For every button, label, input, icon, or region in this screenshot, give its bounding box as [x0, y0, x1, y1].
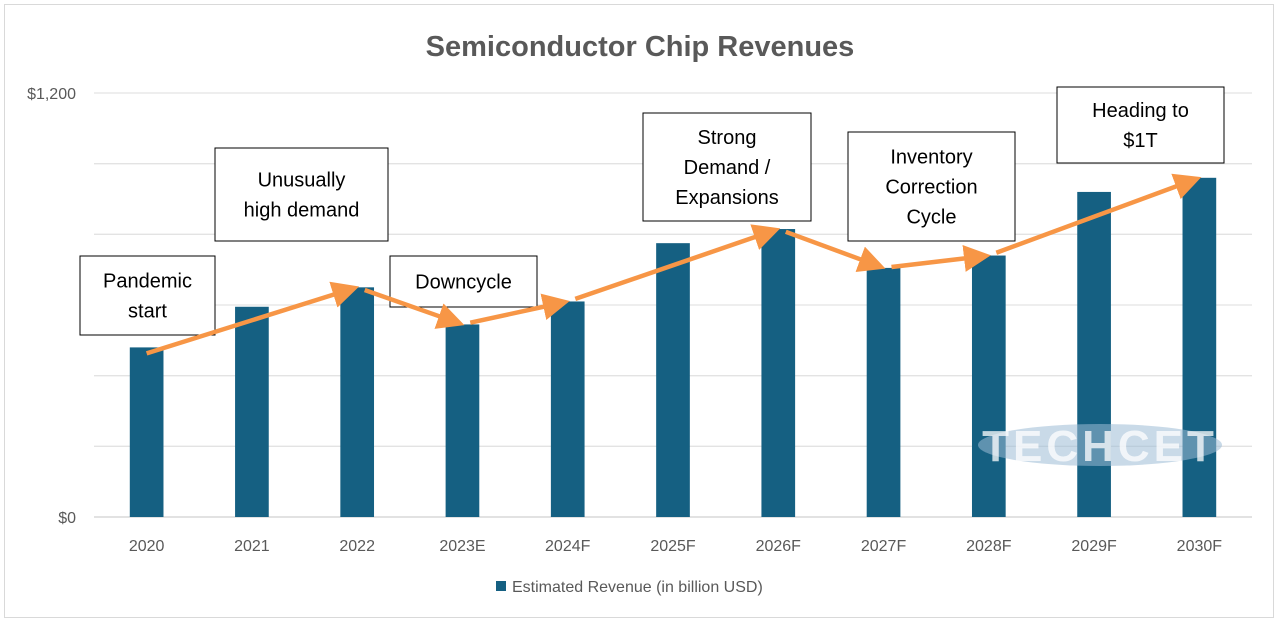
annotation: Pandemic start: [79, 255, 216, 336]
bar: [340, 287, 375, 517]
legend-label: Estimated Revenue (in billion USD): [512, 579, 763, 596]
x-tick-label: 2030F: [1177, 538, 1223, 555]
annotation-text: $1T: [1123, 130, 1157, 152]
trend-arrow: [469, 293, 570, 325]
x-tick-label: 2027F: [861, 538, 907, 555]
chart-title: Semiconductor Chip Revenues: [426, 31, 855, 63]
techcet-watermark: TECHCET: [978, 422, 1222, 471]
x-tick-label: 2025F: [650, 538, 696, 555]
y-tick-label: $0: [58, 510, 76, 527]
trend-arrows: [145, 173, 1202, 356]
bars: [129, 177, 1217, 518]
bar: [866, 267, 901, 517]
annotation-box: [389, 255, 538, 308]
annotation-text: Pandemic: [103, 271, 192, 293]
x-tick-label: 2024F: [545, 538, 591, 555]
annotation-text: Expansions: [675, 187, 778, 209]
annotation-text: Unusually: [258, 170, 346, 192]
legend-swatch: [496, 581, 506, 591]
annotation-box: [1056, 86, 1225, 164]
bar: [550, 301, 585, 517]
x-tick-label: 2022: [339, 538, 375, 555]
trend-arrow: [574, 224, 781, 301]
trend-arrow: [363, 287, 465, 329]
annotation-text: Inventory: [890, 147, 972, 169]
x-tick-label: 2028F: [966, 538, 1012, 555]
annotation-text: Downcycle: [415, 272, 512, 294]
annotation: Heading to $1T: [1056, 86, 1225, 164]
chart-frame: [4, 4, 1274, 618]
watermark-text: TECHCET: [982, 422, 1218, 471]
x-tick-label: 2026F: [756, 538, 802, 555]
bar: [129, 347, 164, 517]
bar: [971, 255, 1006, 518]
annotation: Inventory Correction Cycle: [847, 131, 1016, 242]
annotation: Downcycle: [389, 255, 538, 308]
x-axis-ticks: 2020 2021 2022 2023E 2024F 2025F 2026F 2027F 202…: [129, 538, 1222, 555]
x-tick-label: 2021: [234, 538, 270, 555]
annotation-text: high demand: [244, 200, 360, 222]
annotation-text: Correction: [885, 177, 977, 199]
annotation-text: Demand /: [684, 157, 771, 179]
x-tick-label: 2029F: [1071, 538, 1117, 555]
y-tick-label: $1,200: [27, 86, 76, 103]
legend: Estimated Revenue (in billion USD): [496, 579, 763, 596]
trend-arrow: [145, 281, 360, 356]
annotation-text: Cycle: [906, 207, 956, 229]
annotation-box: [847, 131, 1016, 242]
trend-arrow: [784, 229, 886, 272]
annotation-box: [79, 255, 216, 336]
annotations: Pandemic start Unusually high demand Downcyc…: [79, 86, 1225, 336]
annotation-box: [214, 147, 389, 242]
annotation-text: Heading to: [1092, 100, 1189, 122]
x-tick-label: 2023E: [439, 538, 485, 555]
annotation: Unusually high demand: [214, 147, 389, 242]
x-tick-label: 2020: [129, 538, 165, 555]
bar: [235, 306, 269, 517]
annotation-text: start: [128, 301, 167, 323]
bar: [761, 229, 796, 518]
trend-arrow: [995, 173, 1202, 255]
bar: [445, 324, 480, 517]
annotation: Strong Demand / Expansions: [642, 112, 812, 222]
watermark-ellipse: [978, 424, 1222, 466]
y-axis-ticks: $0 $1,200: [27, 86, 76, 527]
trend-arrow: [891, 245, 991, 272]
annotation-text: Strong: [698, 127, 757, 149]
bar: [1182, 177, 1217, 518]
annotation-box: [642, 112, 812, 222]
bar: [656, 243, 690, 517]
